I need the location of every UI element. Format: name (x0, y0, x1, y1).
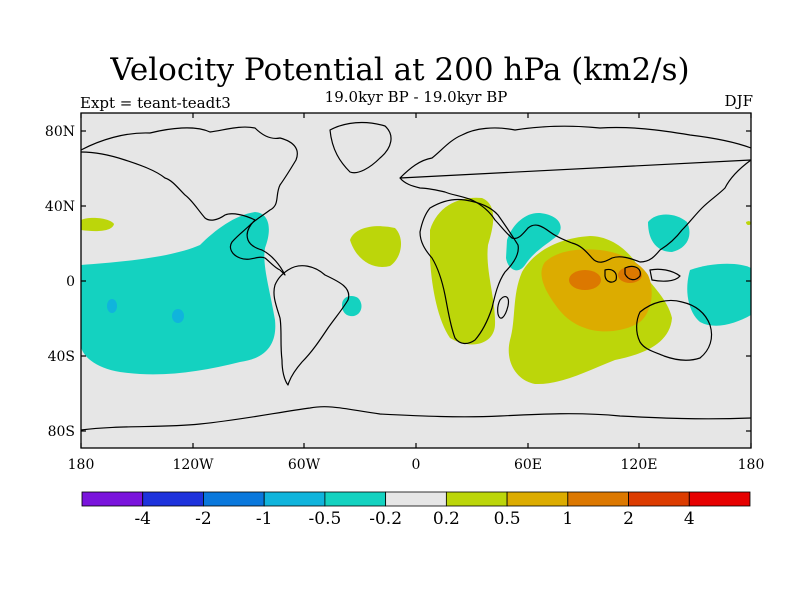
colorbar-label: 0.2 (433, 509, 460, 529)
colorbar-swatch (263, 491, 326, 507)
pacific-minimum-west (107, 299, 117, 313)
colorbar-label: 1 (562, 509, 573, 529)
colorbar-label: -0.5 (309, 509, 342, 529)
latitude-axis: 80N 40N 0 40S 80S (45, 124, 751, 440)
south-atlantic-negative-region (342, 296, 362, 317)
lat-tick-label: 0 (66, 274, 75, 290)
colorbar-swatch (142, 491, 204, 507)
colorbar-swatch (203, 491, 265, 507)
colorbar-label: -1 (256, 509, 273, 529)
atlantic-positive-region (350, 226, 402, 267)
pacific-minimum-east (172, 309, 184, 323)
east-pacific-positive-region (746, 221, 751, 226)
lon-tick-label: 120W (172, 457, 214, 473)
eurasia-coast (399, 125, 751, 263)
antarctica-coast (81, 406, 751, 431)
lon-tick-label: 180 (738, 457, 765, 473)
lat-tick-label: 80S (48, 424, 75, 440)
colorbar-label: 2 (623, 509, 634, 529)
colorbar-swatch (628, 491, 690, 507)
colorbar-label: -4 (134, 509, 151, 529)
lat-tick-label: 40N (45, 199, 75, 215)
africa-coast (419, 198, 519, 345)
lon-tick-label: 60E (514, 457, 542, 473)
coastlines (81, 121, 751, 431)
colorbar-swatch (567, 491, 629, 507)
colorbar-swatch (506, 491, 569, 507)
map-panel (81, 113, 751, 448)
greenland-coast (329, 121, 392, 174)
africa-positive-region (430, 197, 496, 345)
plot-title: Velocity Potential at 200 hPa (km2/s) (110, 52, 690, 88)
colorbar: -4 -2 -1 -0.5 -0.2 0.2 0.5 1 2 4 (81, 491, 751, 529)
indian-ocean-maximum (569, 270, 601, 290)
lon-tick-label: 180 (68, 457, 95, 473)
season-label: DJF (724, 92, 753, 110)
lat-tick-label: 40S (48, 349, 75, 365)
china-negative-region (648, 214, 690, 252)
colorbar-swatch (324, 491, 387, 507)
colorbar-swatch (445, 491, 508, 507)
lat-tick-label: 80N (45, 124, 75, 140)
pacific-negative-region (81, 212, 276, 375)
north-america-coast (81, 126, 298, 276)
experiment-label: Expt = teant-teadt3 (80, 94, 231, 112)
madagascar-coast (497, 296, 510, 319)
colorbar-label: 4 (684, 509, 695, 529)
longitude-axis: 180 120W 60W 0 60E 120E 180 (68, 113, 765, 473)
colorbar-label: -2 (195, 509, 212, 529)
colorbar-swatch (385, 491, 447, 507)
lon-tick-label: 60W (288, 457, 321, 473)
west-atlantic-positive-region (81, 217, 114, 232)
pacific-minima (107, 299, 184, 323)
negative-contours (81, 212, 751, 375)
colorbar-swatch (81, 491, 144, 507)
lon-tick-label: 120E (621, 457, 658, 473)
maritime-continent-islands (604, 265, 681, 283)
colorbar-label: 0.5 (494, 509, 521, 529)
colorbar-label: -0.2 (369, 509, 402, 529)
australia-coast (636, 299, 713, 361)
plot-subtitle: 19.0kyr BP - 19.0kyr BP (324, 88, 508, 106)
lon-tick-label: 0 (412, 457, 421, 473)
south-america-coast (273, 265, 350, 386)
arabia-negative-region (506, 212, 561, 271)
west-pacific-negative-region (687, 263, 751, 326)
colorbar-swatch (688, 491, 751, 507)
